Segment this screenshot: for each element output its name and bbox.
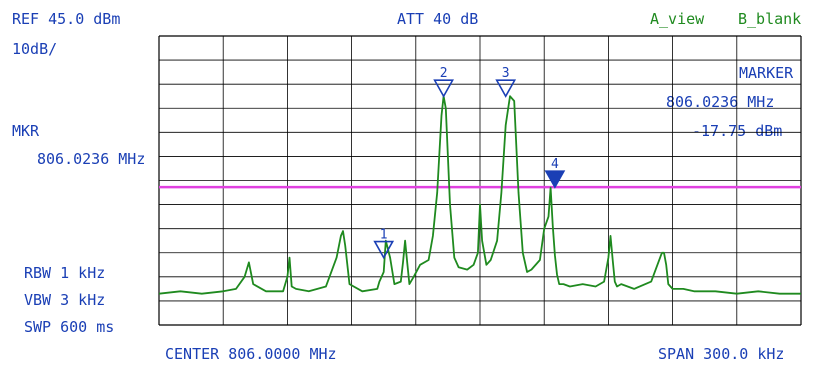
marker-label: 3 <box>502 66 510 81</box>
right-marker-title: MARKER <box>739 64 794 82</box>
marker-triangle-icon <box>373 240 395 260</box>
attenuation: ATT 40 dB <box>397 10 479 28</box>
marker-2: 2 <box>433 66 454 98</box>
ref-level: REF 45.0 dBm <box>12 10 121 28</box>
right-marker-freq: 806.0236 MHz <box>666 93 775 111</box>
span-setting: SPAN 300.0 kHz <box>658 345 785 363</box>
trace-b-status: B_blank <box>738 10 802 28</box>
left-marker-title: MKR <box>12 122 40 140</box>
grid <box>158 35 802 326</box>
spectrum-trace <box>158 95 801 295</box>
vbw-setting: VBW 3 kHz <box>24 291 106 309</box>
marker-1: 1 <box>373 228 395 260</box>
marker-triangle-icon <box>433 79 454 98</box>
scale-per-div: 10dB/ <box>12 40 58 58</box>
center-frequency: CENTER 806.0000 MHz <box>165 345 337 363</box>
rbw-setting: RBW 1 kHz <box>24 264 106 282</box>
markers: 1 2 3 4 <box>373 66 566 260</box>
marker-triangle-icon <box>544 170 566 189</box>
left-marker-freq: 806.0236 MHz <box>37 150 146 168</box>
marker-4: 4 <box>544 157 566 189</box>
marker-label: 2 <box>440 66 448 81</box>
marker-label: 4 <box>551 157 559 172</box>
marker-3: 3 <box>495 66 517 98</box>
sweep-setting: SWP 600 ms <box>24 318 115 336</box>
trace-a-status: A_view <box>650 10 705 28</box>
marker-label: 1 <box>380 228 388 243</box>
marker-triangle-icon <box>495 79 517 98</box>
